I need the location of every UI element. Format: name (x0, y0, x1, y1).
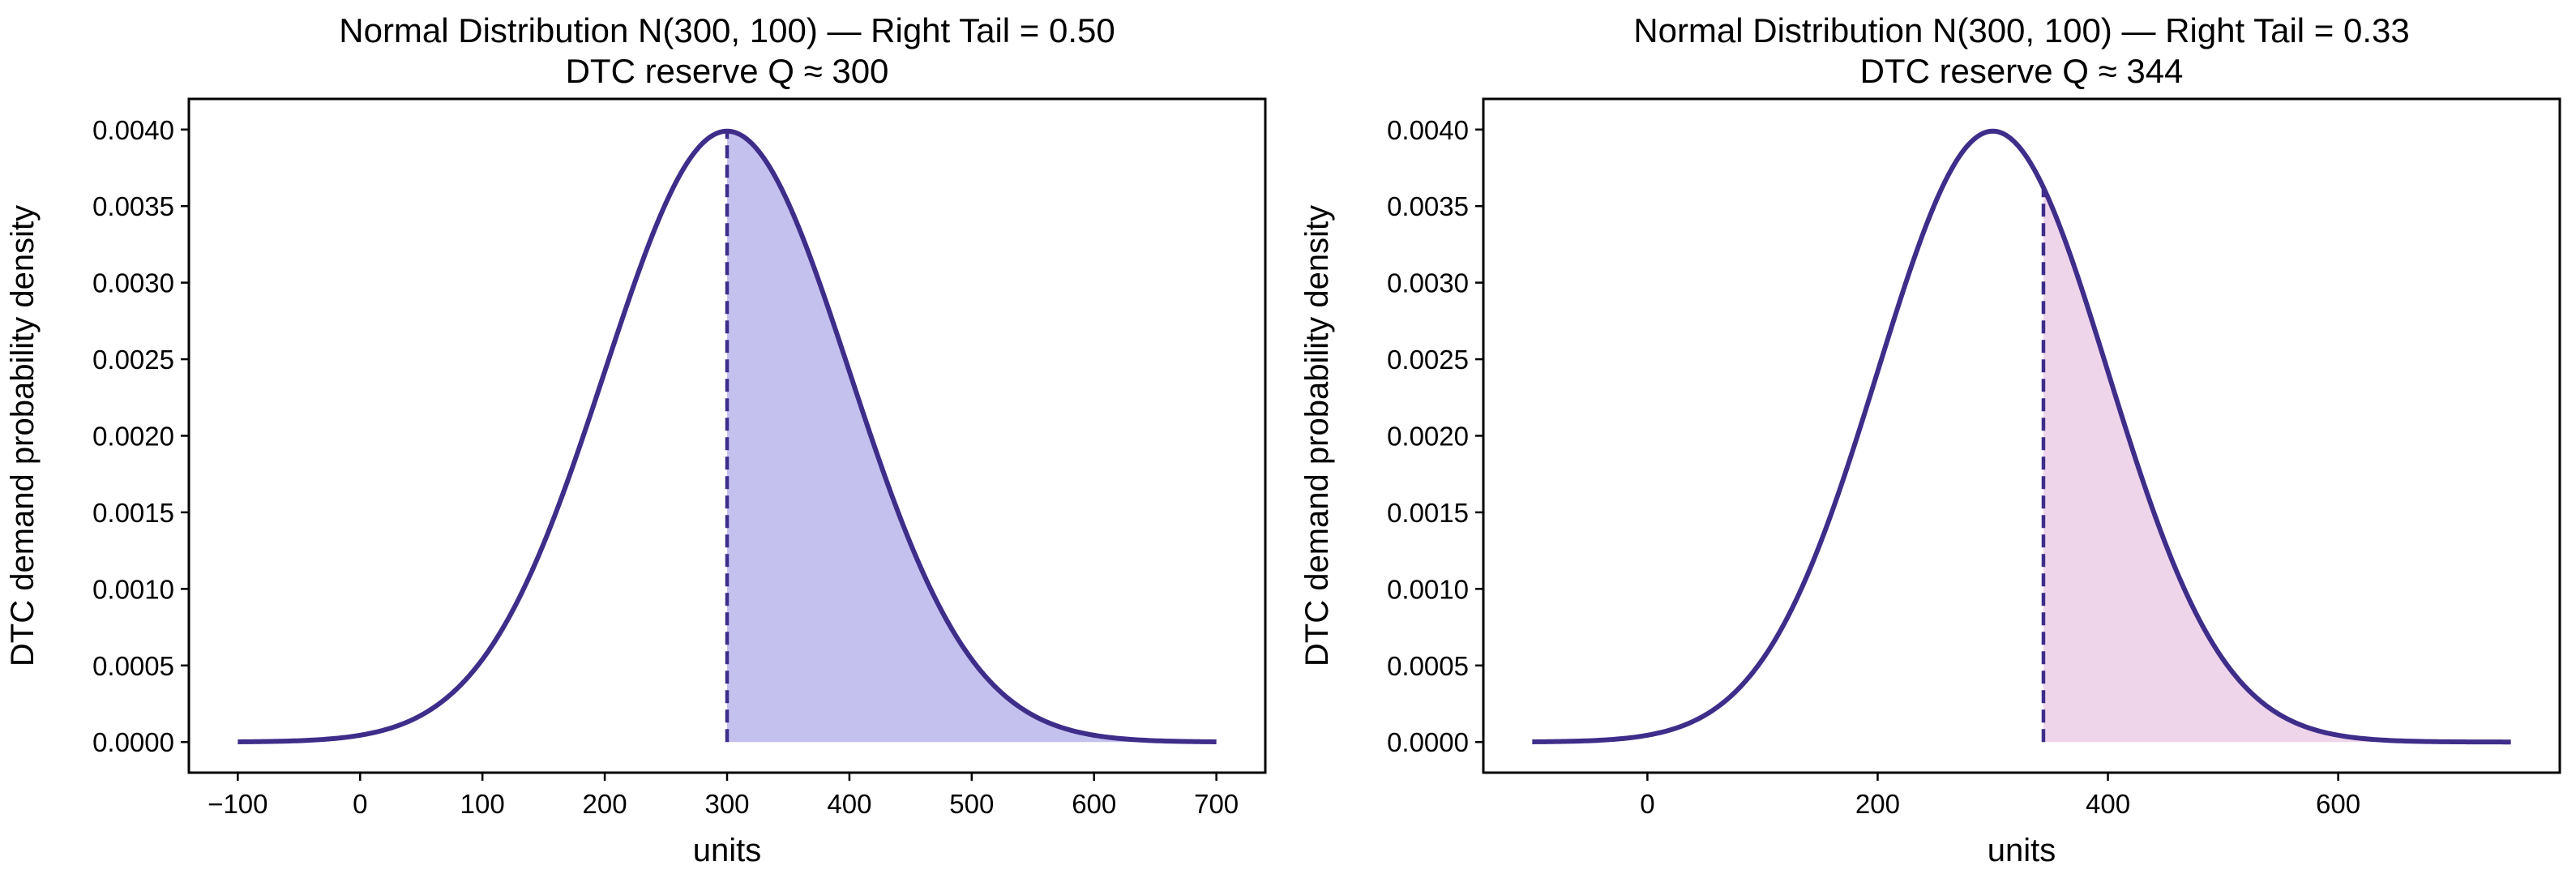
x-tick-label: −100 (208, 789, 267, 819)
chart-subtitle: DTC reserve Q ≈ 344 (1860, 52, 2184, 90)
y-tick-label: 0.0010 (1387, 574, 1469, 604)
x-tick-label: 300 (704, 789, 749, 819)
x-tick-label: 500 (949, 789, 994, 819)
y-tick-label: 0.0020 (92, 422, 174, 452)
y-tick-label: 0.0025 (92, 345, 174, 375)
y-tick-label: 0.0015 (1387, 498, 1469, 528)
x-tick-label: 0 (353, 789, 367, 819)
chart-panel-2: 0 200 400 600 0.0000 0.0005 0.0010 0.0015 0.0020… (1299, 11, 2561, 868)
x-tick-label: 400 (2086, 789, 2130, 819)
y-tick-label: 0.0010 (92, 574, 174, 604)
y-tick-label: 0.0035 (92, 191, 174, 221)
right-tail-area (727, 131, 1217, 743)
x-tick-label: 100 (460, 789, 505, 819)
pdf-curve (237, 128, 1217, 744)
x-tick-label: 0 (1640, 789, 1654, 819)
x-tick-label: 700 (1194, 789, 1239, 819)
chart-subtitle: DTC reserve Q ≈ 300 (566, 52, 889, 90)
x-tick-label: 600 (1072, 789, 1116, 819)
y-tick-label: 0.0000 (92, 727, 174, 757)
x-axis-label: units (693, 833, 762, 868)
y-tick-label: 0.0020 (1387, 422, 1469, 452)
y-tick-label: 0.0005 (1387, 651, 1469, 681)
chart-title: Normal Distribution N(300, 100) — Right … (339, 11, 1115, 49)
x-tick-label: 400 (827, 789, 871, 819)
y-axis-label: DTC demand probability density (5, 205, 41, 666)
y-tick-label: 0.0025 (1387, 345, 1469, 375)
y-tick-label: 0.0015 (92, 498, 174, 528)
y-tick-label: 0.0030 (92, 268, 174, 298)
x-axis-label: units (1988, 833, 2056, 868)
pdf-curve (1532, 128, 2511, 745)
y-tick-label: 0.0000 (1387, 727, 1469, 757)
chart-panel-1: −100 0 100 200 300 400 500 600 700 0.0000 0.0005 0.… (5, 11, 1267, 868)
right-tail-area (2043, 187, 2511, 743)
chart-title: Normal Distribution N(300, 100) — Right … (1633, 11, 2410, 49)
y-tick-label: 0.0005 (92, 651, 174, 681)
x-tick-label: 200 (1855, 789, 1900, 819)
x-tick-label: 200 (583, 789, 627, 819)
axes-frame (1482, 97, 2561, 774)
y-tick-label: 0.0040 (92, 115, 174, 145)
y-tick-label: 0.0040 (1387, 115, 1469, 145)
y-axis-label: DTC demand probability density (1299, 205, 1335, 666)
y-tick-label: 0.0035 (1387, 191, 1469, 221)
y-tick-label: 0.0030 (1387, 268, 1469, 298)
x-tick-label: 600 (2316, 789, 2360, 819)
